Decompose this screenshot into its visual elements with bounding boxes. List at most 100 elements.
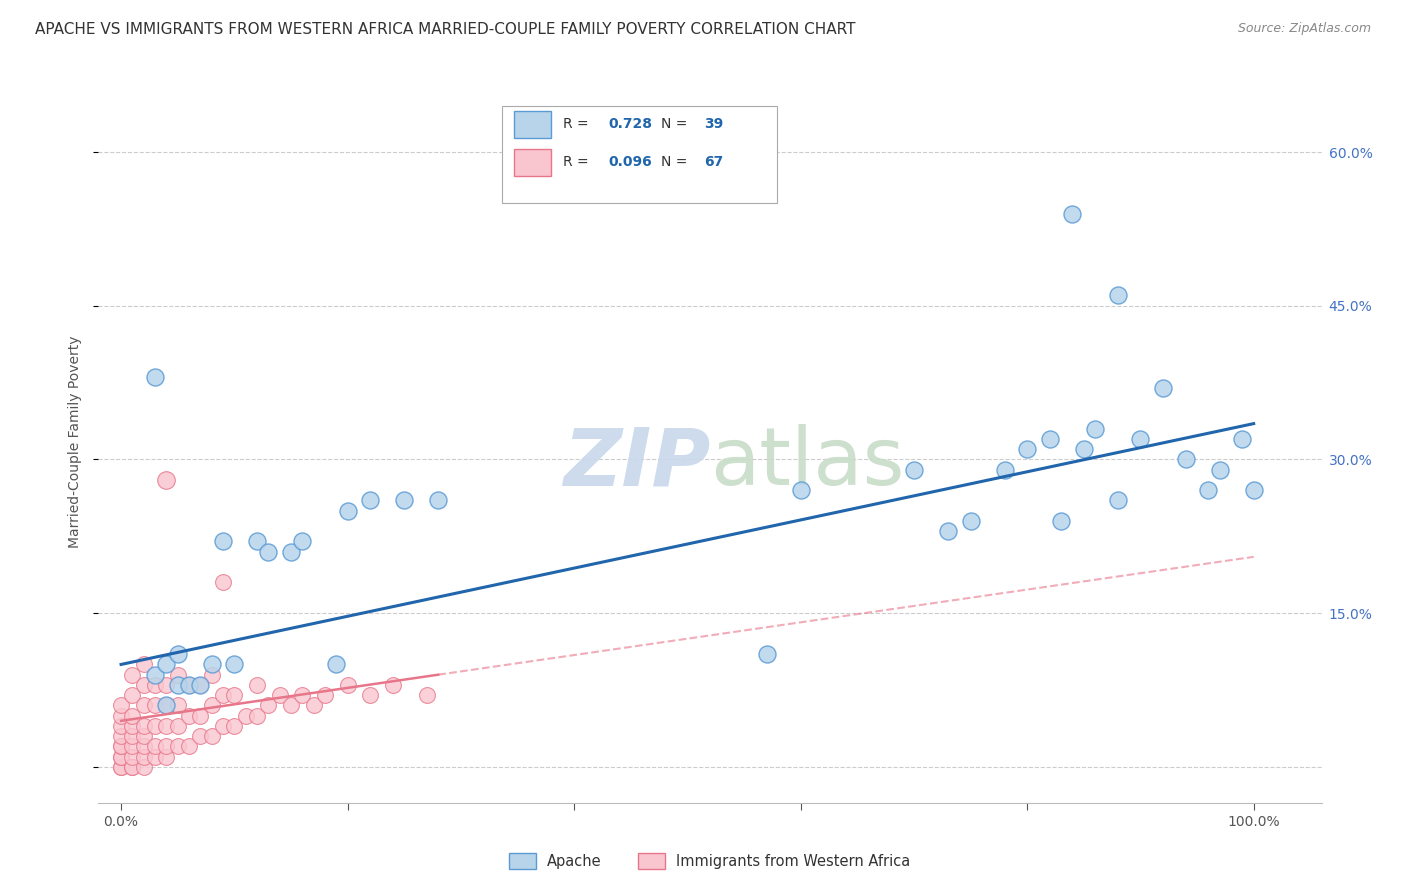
Point [1243,483,1265,498]
Point [121,749,143,764]
Legend: Apache, Immigrants from Western Africa: Apache, Immigrants from Western Africa [503,847,917,875]
Point [336,678,359,692]
Text: ZIP: ZIP [562,425,710,502]
Point [246,534,269,549]
Point [110,729,132,743]
FancyBboxPatch shape [515,111,551,138]
Point [121,719,143,733]
Point [132,678,155,692]
Point [381,678,404,692]
Point [121,760,143,774]
Point [246,708,269,723]
Text: atlas: atlas [710,425,904,502]
Point [291,534,314,549]
Point [166,698,188,713]
Point [1073,442,1095,457]
Point [121,739,143,754]
Point [314,688,336,702]
Point [427,493,450,508]
Point [235,708,257,723]
Point [121,688,143,702]
Point [155,749,177,764]
Point [789,483,811,498]
Point [936,524,959,539]
Point [110,760,132,774]
Point [1107,288,1129,302]
Point [212,688,235,702]
Text: 0.728: 0.728 [609,117,652,130]
Point [280,698,302,713]
Point [1084,422,1107,436]
Point [110,739,132,754]
Point [1050,514,1073,528]
Point [188,708,212,723]
Point [280,545,302,559]
Point [416,688,439,702]
Point [110,739,132,754]
Point [755,647,778,661]
FancyBboxPatch shape [502,105,778,203]
Point [188,678,212,692]
Point [132,760,155,774]
Point [959,514,981,528]
Text: R =: R = [564,117,593,130]
Point [110,698,132,713]
Text: 0.096: 0.096 [609,155,652,169]
Point [1129,432,1152,446]
Point [166,667,188,681]
Point [177,708,200,723]
Point [201,667,224,681]
Point [1174,452,1197,467]
Point [1152,381,1174,395]
Point [325,657,347,672]
Point [1107,493,1129,508]
Point [143,749,166,764]
Point [1039,432,1062,446]
Point [132,739,155,754]
Point [143,698,166,713]
Point [110,719,132,733]
Point [121,729,143,743]
Point [110,760,132,774]
Point [110,749,132,764]
Point [302,698,325,713]
Point [212,719,235,733]
Point [166,719,188,733]
Point [177,678,200,692]
Point [257,545,280,559]
Point [143,667,166,681]
Point [155,678,177,692]
Y-axis label: Married-Couple Family Poverty: Married-Couple Family Poverty [69,335,83,548]
Point [392,493,416,508]
Point [121,708,143,723]
Point [155,698,177,713]
Point [1208,463,1230,477]
Point [1017,442,1039,457]
Text: 67: 67 [704,155,723,169]
Point [257,698,280,713]
Point [132,749,155,764]
Point [143,678,166,692]
Point [291,688,314,702]
Point [188,678,212,692]
Text: R =: R = [564,155,593,169]
Text: N =: N = [661,117,692,130]
Point [359,493,381,508]
Text: APACHE VS IMMIGRANTS FROM WESTERN AFRICA MARRIED-COUPLE FAMILY POVERTY CORRELATI: APACHE VS IMMIGRANTS FROM WESTERN AFRICA… [35,22,856,37]
Point [143,370,166,384]
Point [121,760,143,774]
Point [110,749,132,764]
FancyBboxPatch shape [515,149,551,177]
Point [177,739,200,754]
Point [246,678,269,692]
Point [1062,206,1084,220]
Point [1197,483,1219,498]
Point [224,657,246,672]
Point [212,534,235,549]
Point [224,688,246,702]
Text: N =: N = [661,155,692,169]
Text: 39: 39 [704,117,723,130]
Point [110,708,132,723]
Point [155,473,177,487]
Point [132,698,155,713]
